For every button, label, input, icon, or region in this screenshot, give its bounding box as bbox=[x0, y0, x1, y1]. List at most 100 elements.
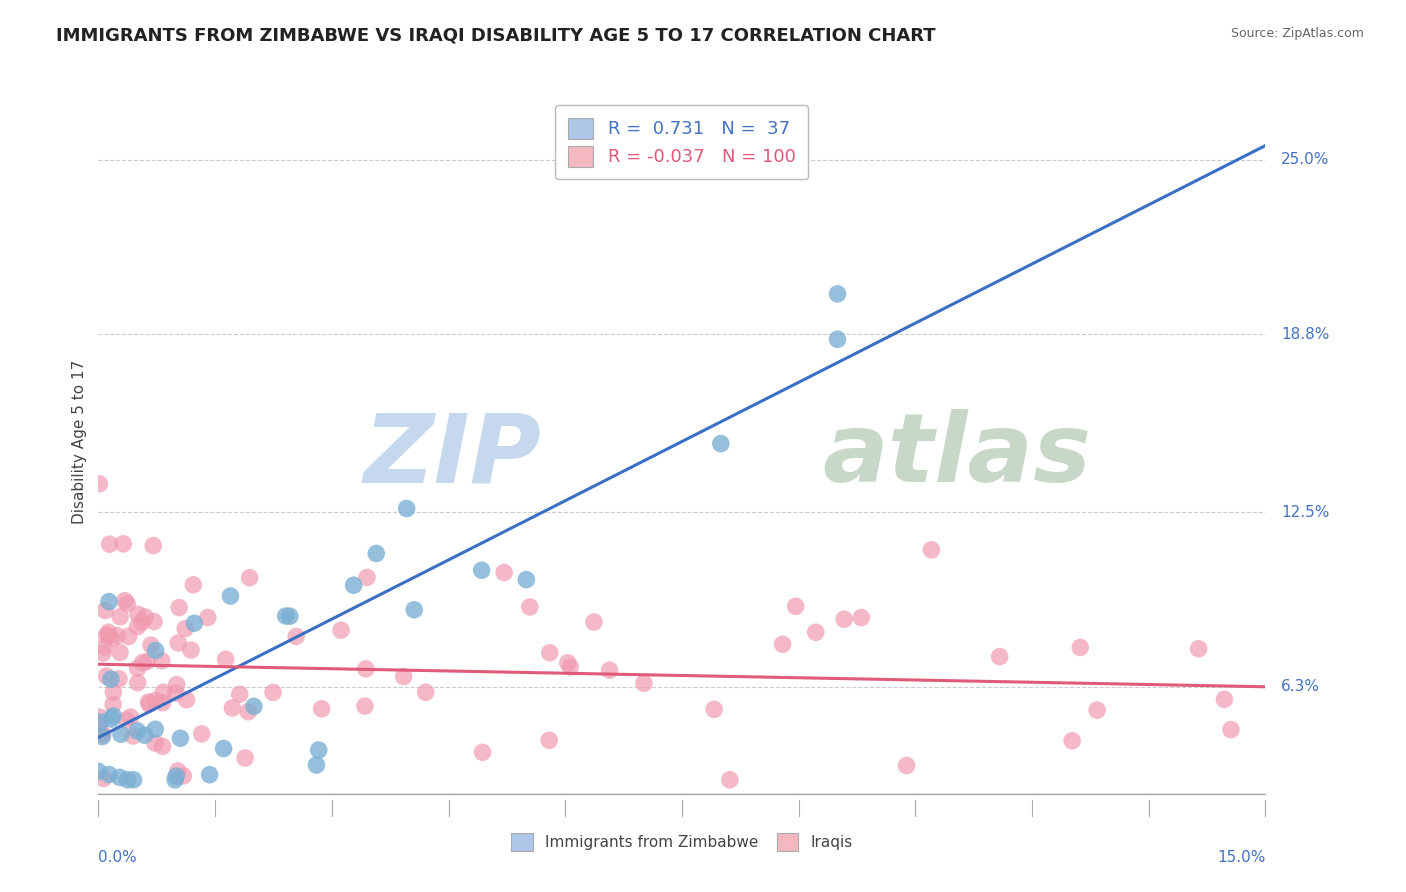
Point bbox=[896, 758, 918, 772]
Point bbox=[1062, 733, 1084, 747]
Point bbox=[180, 643, 202, 657]
Point bbox=[198, 768, 221, 782]
Point bbox=[139, 638, 162, 652]
Point bbox=[91, 728, 114, 742]
Point bbox=[165, 686, 187, 700]
Point bbox=[87, 764, 110, 779]
Point bbox=[89, 710, 111, 724]
Point bbox=[167, 764, 190, 778]
Point bbox=[212, 741, 235, 756]
Point bbox=[165, 769, 187, 783]
Text: atlas: atlas bbox=[823, 409, 1091, 502]
Point bbox=[138, 698, 160, 712]
Point bbox=[515, 573, 537, 587]
Point bbox=[143, 736, 166, 750]
Text: 15.0%: 15.0% bbox=[1218, 850, 1265, 865]
Point bbox=[633, 676, 655, 690]
Y-axis label: Disability Age 5 to 17: Disability Age 5 to 17 bbox=[72, 359, 87, 524]
Point bbox=[215, 652, 238, 666]
Point bbox=[114, 593, 136, 607]
Point bbox=[262, 685, 284, 699]
Point bbox=[108, 672, 131, 686]
Point bbox=[94, 603, 117, 617]
Point bbox=[96, 669, 118, 683]
Point bbox=[150, 654, 173, 668]
Point bbox=[181, 578, 204, 592]
Point bbox=[343, 578, 366, 592]
Point bbox=[804, 625, 827, 640]
Point bbox=[100, 632, 122, 646]
Point bbox=[167, 600, 190, 615]
Point bbox=[1219, 723, 1241, 737]
Point bbox=[117, 629, 139, 643]
Point bbox=[772, 637, 794, 651]
Point bbox=[98, 767, 121, 781]
Text: 6.3%: 6.3% bbox=[1281, 680, 1320, 694]
Point bbox=[356, 570, 378, 584]
Point bbox=[354, 699, 377, 714]
Point bbox=[395, 501, 418, 516]
Point bbox=[152, 739, 174, 754]
Point bbox=[167, 636, 190, 650]
Point bbox=[832, 612, 855, 626]
Point bbox=[243, 699, 266, 714]
Point bbox=[494, 566, 516, 580]
Point bbox=[93, 640, 115, 654]
Point bbox=[1069, 640, 1091, 655]
Point bbox=[131, 615, 153, 630]
Point bbox=[219, 589, 242, 603]
Point bbox=[920, 542, 942, 557]
Point bbox=[221, 701, 243, 715]
Point bbox=[122, 729, 145, 743]
Point bbox=[1213, 692, 1236, 706]
Point bbox=[851, 610, 873, 624]
Legend: Immigrants from Zimbabwe, Iraqis: Immigrants from Zimbabwe, Iraqis bbox=[505, 827, 859, 856]
Point bbox=[98, 594, 121, 608]
Text: 0.0%: 0.0% bbox=[98, 850, 138, 865]
Point bbox=[197, 610, 219, 624]
Point bbox=[166, 677, 188, 691]
Point bbox=[108, 770, 131, 784]
Point bbox=[91, 646, 114, 660]
Point bbox=[1085, 703, 1108, 717]
Point bbox=[165, 772, 187, 787]
Point bbox=[122, 772, 145, 787]
Point bbox=[827, 286, 849, 301]
Point bbox=[145, 643, 167, 657]
Point bbox=[827, 332, 849, 346]
Point bbox=[127, 723, 149, 738]
Point bbox=[308, 743, 330, 757]
Text: Source: ZipAtlas.com: Source: ZipAtlas.com bbox=[1230, 27, 1364, 40]
Point bbox=[117, 772, 139, 787]
Text: 12.5%: 12.5% bbox=[1281, 505, 1329, 519]
Point bbox=[471, 745, 494, 759]
Point bbox=[703, 702, 725, 716]
Point bbox=[330, 624, 353, 638]
Point bbox=[89, 715, 111, 730]
Point bbox=[169, 731, 191, 746]
Point bbox=[538, 733, 561, 747]
Point bbox=[710, 436, 733, 450]
Point bbox=[110, 727, 132, 741]
Point bbox=[89, 476, 111, 491]
Text: IMMIGRANTS FROM ZIMBABWE VS IRAQI DISABILITY AGE 5 TO 17 CORRELATION CHART: IMMIGRANTS FROM ZIMBABWE VS IRAQI DISABI… bbox=[56, 27, 936, 45]
Point bbox=[142, 539, 165, 553]
Point bbox=[96, 628, 118, 642]
Point bbox=[274, 609, 297, 624]
Point bbox=[174, 622, 197, 636]
Point bbox=[108, 645, 131, 659]
Point bbox=[93, 772, 115, 786]
Point bbox=[311, 702, 333, 716]
Point bbox=[103, 709, 125, 723]
Point bbox=[229, 687, 252, 701]
Point bbox=[138, 695, 160, 709]
Point bbox=[152, 685, 174, 699]
Point bbox=[404, 603, 426, 617]
Point bbox=[538, 646, 561, 660]
Point bbox=[183, 616, 205, 631]
Point bbox=[115, 597, 138, 611]
Point bbox=[366, 546, 388, 560]
Point bbox=[392, 670, 415, 684]
Point bbox=[557, 656, 579, 670]
Point bbox=[718, 772, 741, 787]
